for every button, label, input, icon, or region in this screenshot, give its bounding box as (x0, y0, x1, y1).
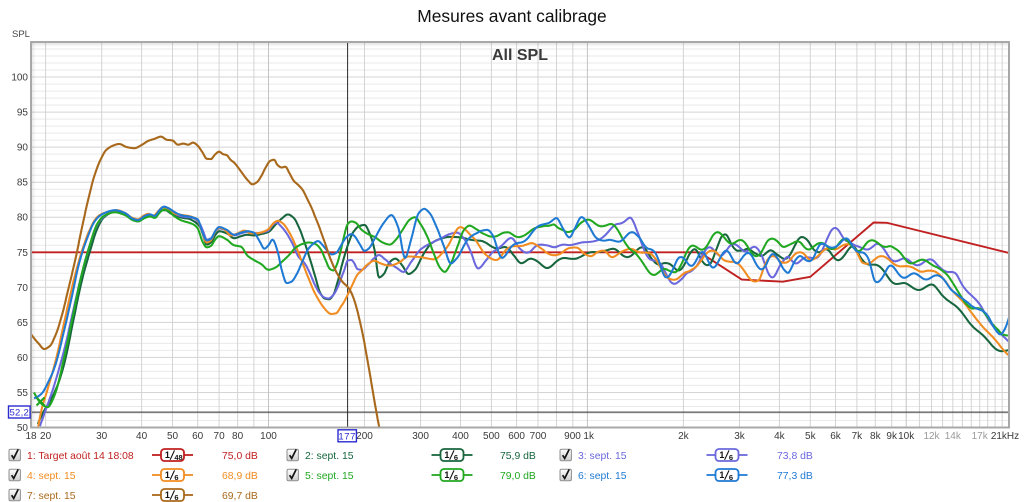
svg-text:900: 900 (564, 431, 581, 442)
svg-text:95: 95 (17, 108, 29, 119)
svg-text:1: 1 (165, 470, 170, 480)
svg-text:5k: 5k (805, 431, 817, 442)
svg-text:73,8 dB: 73,8 dB (777, 451, 813, 462)
svg-text:85: 85 (17, 178, 29, 189)
svg-text:14k: 14k (945, 431, 962, 442)
svg-text:1: 1 (444, 470, 449, 480)
svg-text:8k: 8k (870, 431, 882, 442)
svg-text:7k: 7k (852, 431, 864, 442)
svg-text:77,3 dB: 77,3 dB (777, 471, 813, 482)
svg-text:75,9 dB: 75,9 dB (500, 451, 536, 462)
svg-text:90: 90 (17, 143, 29, 154)
svg-text:55: 55 (17, 388, 29, 399)
svg-text:SPL: SPL (12, 29, 30, 40)
svg-text:17k: 17k (972, 431, 989, 442)
svg-text:60: 60 (192, 431, 204, 442)
svg-text:75,0 dB: 75,0 dB (222, 451, 258, 462)
svg-text:60: 60 (17, 353, 29, 364)
svg-text:2: sept. 15: 2: sept. 15 (305, 451, 354, 462)
svg-text:68,9 dB: 68,9 dB (222, 471, 258, 482)
svg-text:5: sept. 15: 5: sept. 15 (305, 471, 354, 482)
svg-text:18: 18 (25, 431, 37, 442)
svg-text:1k: 1k (583, 431, 595, 442)
svg-text:20: 20 (40, 431, 52, 442)
svg-text:21kHz: 21kHz (991, 431, 1019, 442)
svg-text:All SPL: All SPL (492, 47, 548, 64)
svg-text:52,2: 52,2 (9, 408, 29, 419)
svg-text:100: 100 (11, 73, 28, 84)
svg-text:50: 50 (167, 431, 179, 442)
svg-text:600: 600 (508, 431, 525, 442)
svg-text:70: 70 (17, 283, 29, 294)
svg-text:4k: 4k (774, 431, 786, 442)
svg-text:6k: 6k (830, 431, 842, 442)
svg-text:9k: 9k (886, 431, 898, 442)
svg-text:500: 500 (483, 431, 500, 442)
svg-text:4: sept. 15: 4: sept. 15 (27, 471, 76, 482)
svg-text:70: 70 (214, 431, 226, 442)
svg-text:50: 50 (17, 423, 29, 434)
svg-text:65: 65 (17, 318, 29, 329)
svg-text:Mesures avant calibrage: Mesures avant calibrage (417, 6, 606, 26)
svg-text:6: 6 (174, 493, 178, 502)
svg-text:12k: 12k (923, 431, 940, 442)
svg-text:6: 6 (729, 453, 733, 462)
svg-text:69,7 dB: 69,7 dB (222, 491, 258, 502)
svg-text:1: 1 (719, 450, 724, 460)
svg-text:6: 6 (454, 453, 458, 462)
svg-text:100: 100 (260, 431, 277, 442)
svg-text:6: sept. 15: 6: sept. 15 (578, 471, 627, 482)
svg-text:400: 400 (452, 431, 469, 442)
svg-text:10k: 10k (898, 431, 915, 442)
svg-text:80: 80 (17, 213, 29, 224)
svg-text:6: 6 (174, 473, 178, 482)
svg-text:3: sept. 15: 3: sept. 15 (578, 451, 627, 462)
svg-text:79,0 dB: 79,0 dB (500, 471, 536, 482)
svg-text:1: 1 (719, 470, 724, 480)
svg-text:6: 6 (454, 473, 458, 482)
svg-text:3k: 3k (734, 431, 746, 442)
svg-text:700: 700 (530, 431, 547, 442)
svg-text:30: 30 (96, 431, 108, 442)
svg-text:48: 48 (174, 453, 182, 462)
svg-text:2k: 2k (678, 431, 690, 442)
svg-text:300: 300 (412, 431, 429, 442)
svg-text:1: 1 (165, 490, 170, 500)
svg-text:200: 200 (356, 431, 373, 442)
svg-text:80: 80 (232, 431, 244, 442)
svg-text:7: sept. 15: 7: sept. 15 (27, 491, 76, 502)
svg-text:75: 75 (17, 248, 29, 259)
svg-text:1: Target août 14 18:08: 1: Target août 14 18:08 (27, 451, 134, 462)
svg-text:1: 1 (444, 450, 449, 460)
svg-text:177: 177 (338, 431, 356, 442)
svg-text:6: 6 (729, 473, 733, 482)
svg-text:1: 1 (165, 450, 170, 460)
svg-text:40: 40 (136, 431, 148, 442)
